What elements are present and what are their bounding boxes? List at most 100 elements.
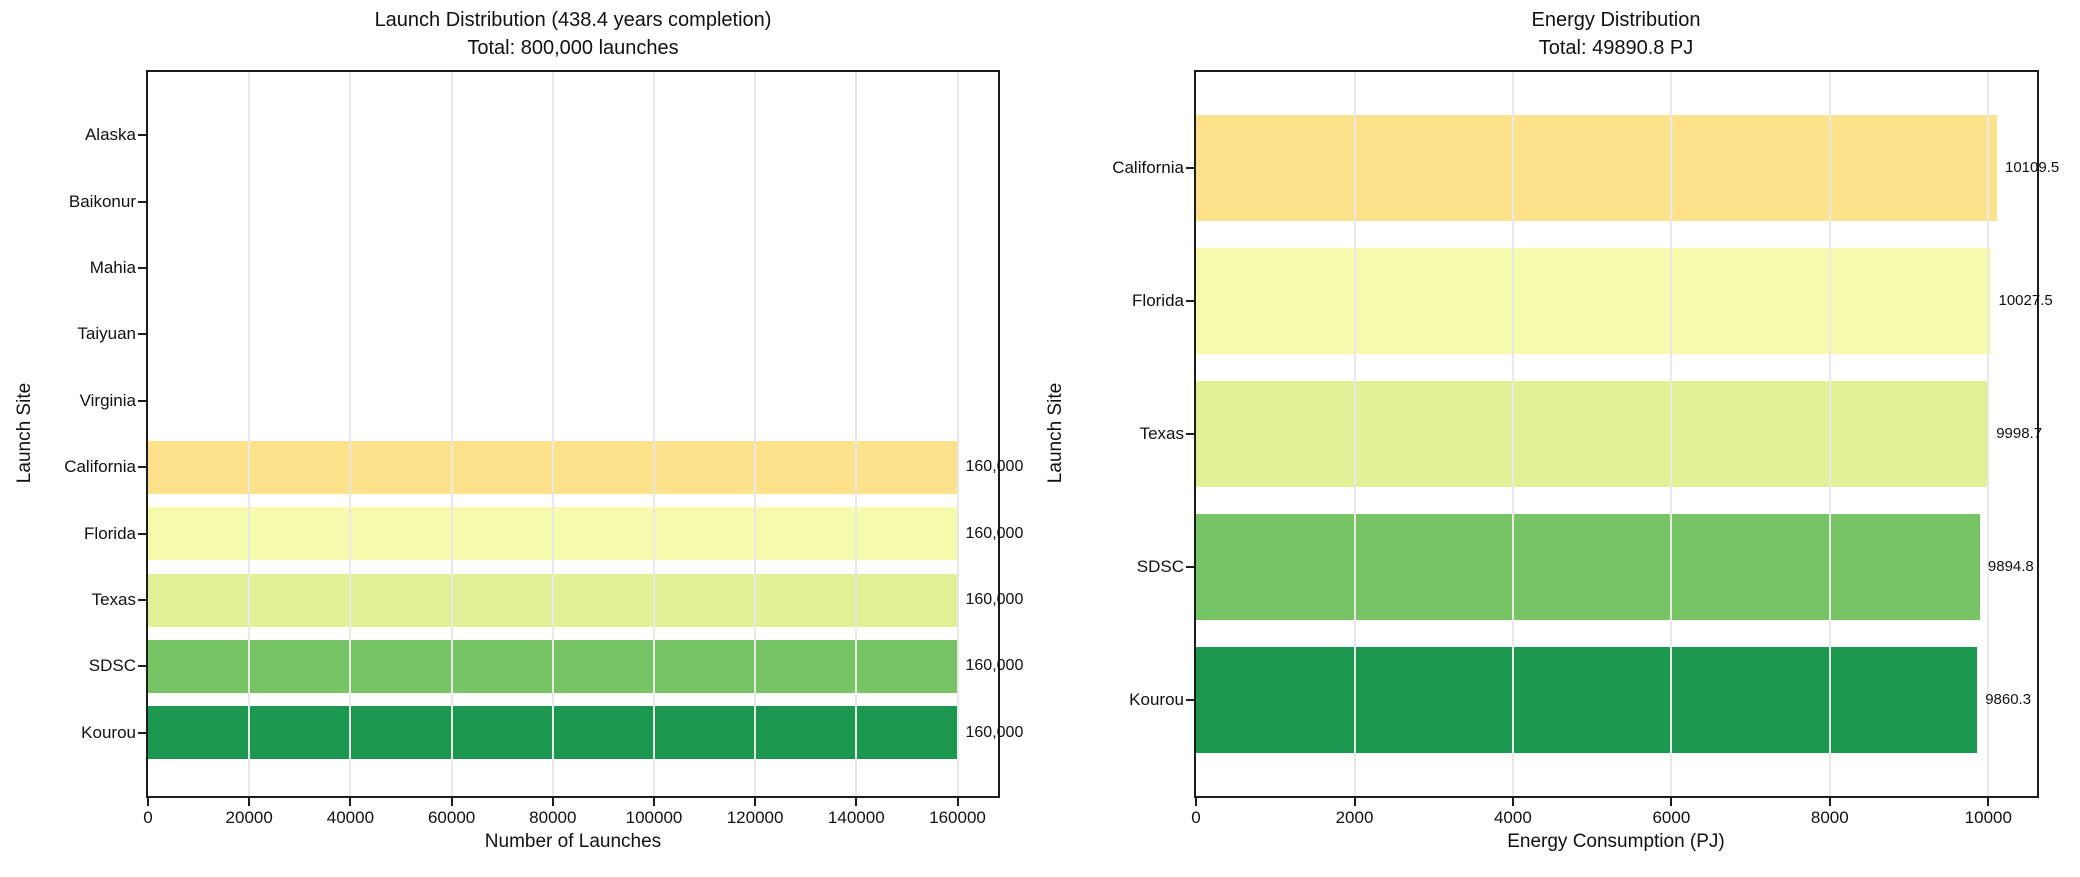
gridline-x-120000 [754, 72, 757, 796]
gridline-x-100000 [653, 72, 655, 796]
gridline-x-2000 [1353, 72, 1356, 796]
bar-value-label-sdsc: 9894.8 [1987, 557, 2034, 575]
y-tick-label-florida: Florida [1132, 291, 1184, 311]
gridline-x-160000 [956, 72, 959, 796]
x-tick-label-20000: 20000 [225, 808, 273, 827]
energy-chart-x-axis-title: Energy Consumption (PJ) [1507, 831, 1725, 852]
x-tick-label-8000: 8000 [1810, 808, 1849, 827]
y-tick-mark [138, 466, 146, 469]
x-tick-mark [1828, 798, 1831, 806]
x-tick-label-100000: 100000 [625, 808, 683, 827]
bar-value-label-sdsc: 160,000 [965, 657, 1024, 675]
y-tick-label-florida: Florida [84, 523, 136, 543]
bar-value-label-florida: 160,000 [965, 524, 1024, 542]
x-tick-mark [855, 798, 858, 806]
bar-value-label-texas: 160,000 [965, 591, 1024, 608]
gridline-x-80000 [551, 72, 554, 796]
launch-chart-title-line2: Total: 800,000 launches [467, 37, 679, 59]
x-tick-label-10000: 10000 [1964, 808, 2012, 827]
y-tick-mark [138, 599, 146, 601]
energy-chart-plot-area: California 10109.5 Florida 10027.5 Texas 9998… [1112, 70, 2059, 827]
energy-chart-y-axis-title: Launch Site [1045, 382, 1066, 484]
y-tick-mark [138, 665, 146, 668]
y-tick-label-texas: Texas [1139, 424, 1184, 443]
x-tick-label-120000: 120000 [726, 808, 784, 827]
x-tick-label-60000: 60000 [427, 808, 476, 827]
x-tick-label-2000: 2000 [1335, 808, 1374, 827]
bar-sdsc [1196, 514, 1980, 620]
y-tick-label-sdsc: SDSC [1136, 556, 1184, 576]
launch-chart-title: Launch Distribution (438.4 years complet… [253, 6, 893, 62]
y-tick-mark [138, 200, 146, 203]
gridline-x-10000 [1987, 72, 1990, 796]
launch-chart-x-axis-title: Number of Launches [484, 831, 662, 852]
bar-value-label-texas: 9998.7 [1996, 425, 2043, 442]
y-tick-mark [1186, 167, 1194, 170]
x-tick-mark [754, 798, 757, 806]
y-tick-mark [1186, 565, 1194, 568]
x-tick-label-4000: 4000 [1493, 808, 1532, 827]
x-tick-mark [248, 798, 251, 806]
y-tick-label-alaska: Alaska [84, 125, 136, 145]
x-tick-mark [349, 798, 352, 806]
gridline-x-40000 [349, 72, 352, 796]
y-tick-mark [1186, 698, 1194, 701]
y-tick-label-mahia: Mahia [89, 258, 136, 277]
gridline-x-4000 [1511, 72, 1514, 796]
y-tick-label-california: California [1112, 158, 1184, 178]
x-tick-mark [1987, 798, 1990, 806]
y-tick-label-california: California [64, 457, 136, 477]
gridline-x-140000 [855, 72, 858, 796]
x-tick-label-6000: 6000 [1652, 808, 1691, 827]
gridline-x-60000 [450, 72, 453, 796]
y-tick-mark [138, 134, 146, 137]
x-tick-label-80000: 80000 [529, 808, 577, 827]
x-tick-mark [551, 798, 554, 806]
y-tick-mark [138, 731, 146, 734]
y-tick-label-kourou: Kourou [81, 722, 136, 742]
x-tick-mark [1195, 798, 1197, 806]
x-tick-mark [450, 798, 453, 806]
y-tick-label-baikonur: Baikonur [68, 191, 136, 211]
bar-kourou [1196, 647, 1978, 753]
bar-value-label-california: 160,000 [965, 458, 1024, 476]
y-tick-label-virginia: Virginia [79, 390, 136, 410]
y-tick-label-sdsc: SDSC [88, 656, 136, 676]
y-tick-mark [138, 399, 146, 402]
x-tick-label-140000: 140000 [827, 808, 885, 827]
y-tick-mark [1186, 433, 1194, 435]
x-tick-label-40000: 40000 [326, 808, 375, 827]
y-tick-label-taiyuan: Taiyuan [77, 324, 136, 344]
launch-chart-plot-area: Alaska Baikonur Mahia Taiyuan Virginia Califo… [64, 70, 1023, 827]
x-tick-label-0: 0 [1191, 808, 1201, 827]
y-tick-mark [138, 267, 146, 269]
energy-chart-title-line1: Energy Distribution [1531, 9, 1701, 31]
bar-value-label-florida: 10027.5 [1998, 292, 2053, 310]
x-tick-label-160000: 160000 [929, 808, 986, 827]
x-tick-mark [1353, 798, 1356, 806]
x-tick-mark [1511, 798, 1514, 806]
gridline-x-8000 [1828, 72, 1831, 796]
gridline-x-20000 [248, 72, 251, 796]
bar-texas [1196, 381, 1989, 487]
y-tick-label-texas: Texas [91, 590, 136, 609]
bar-california [1196, 115, 1997, 221]
x-tick-mark [653, 798, 655, 806]
bar-value-label-kourou: 160,000 [965, 723, 1024, 741]
y-tick-mark [1186, 300, 1194, 303]
x-tick-mark [956, 798, 959, 806]
x-tick-mark [147, 798, 149, 806]
launch-chart-y-axis-title: Launch Site [14, 382, 35, 484]
y-tick-label-kourou: Kourou [1129, 689, 1184, 709]
energy-chart-title: Energy Distribution Total: 49890.8 PJ [1296, 6, 1936, 62]
gridline-x-6000 [1670, 72, 1673, 796]
launch-chart-title-line1: Launch Distribution (438.4 years complet… [374, 9, 772, 31]
y-tick-mark [138, 532, 146, 535]
bar-florida [1196, 248, 1991, 354]
x-tick-mark [1670, 798, 1673, 806]
bar-value-label-california: 10109.5 [2005, 159, 2060, 177]
energy-chart-title-line2: Total: 49890.8 PJ [1538, 37, 1694, 59]
x-tick-label-0: 0 [143, 808, 153, 827]
bar-value-label-kourou: 9860.3 [1985, 690, 2032, 708]
